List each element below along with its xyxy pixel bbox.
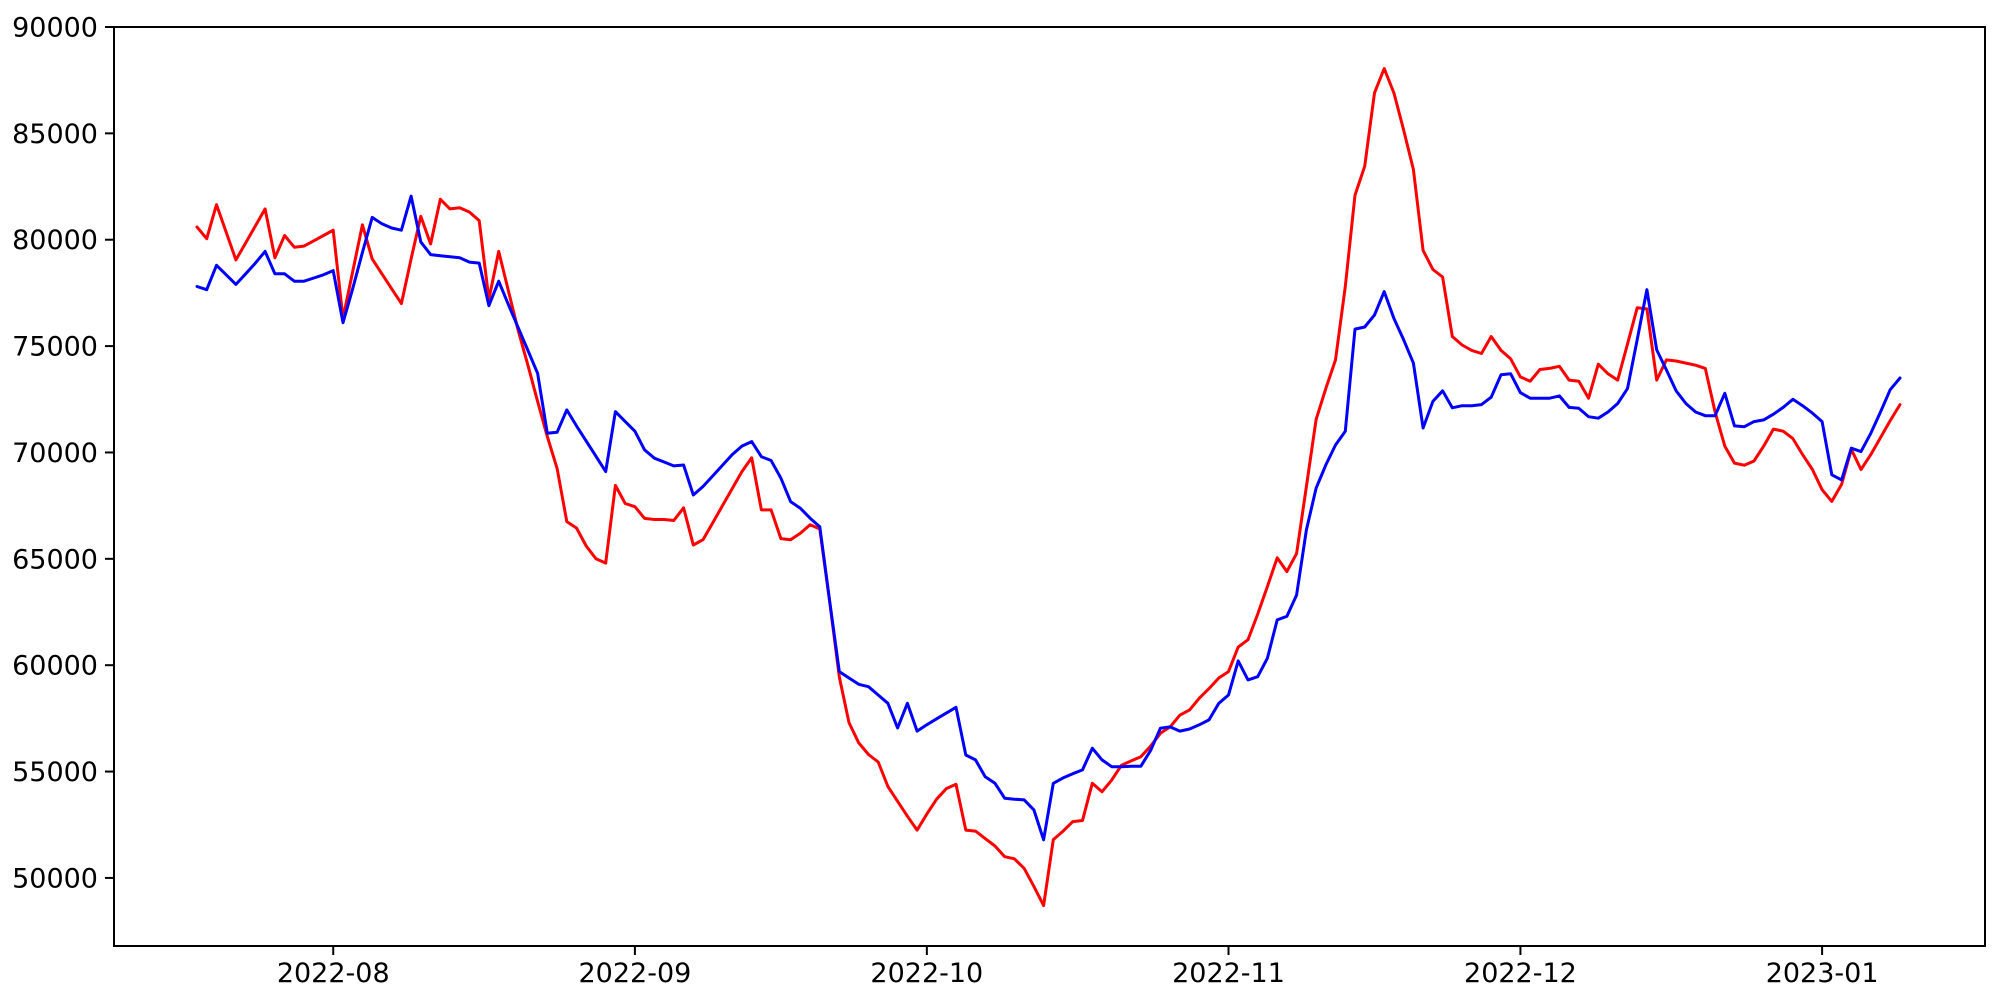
y-tick-label: 65000 <box>12 544 98 575</box>
y-tick-label: 50000 <box>12 863 98 894</box>
y-tick-label: 90000 <box>12 13 98 44</box>
y-tick-label: 55000 <box>12 757 98 788</box>
x-tick-label: 2022-11 <box>1172 958 1285 989</box>
y-tick-label: 85000 <box>12 119 98 150</box>
y-tick-label: 60000 <box>12 651 98 682</box>
y-tick-label: 70000 <box>12 438 98 469</box>
y-tick-label: 80000 <box>12 225 98 256</box>
x-tick-label: 2022-10 <box>870 958 983 989</box>
blue-series-line <box>195 194 1902 842</box>
x-tick-label: 2022-12 <box>1464 958 1577 989</box>
x-tick-label: 2023-01 <box>1766 958 1879 989</box>
x-tick-label: 2022-08 <box>277 958 390 989</box>
red-series-line <box>195 67 1902 908</box>
axes-border <box>113 26 1986 947</box>
x-tick-label: 2022-09 <box>578 958 691 989</box>
y-tick-label: 75000 <box>12 332 98 363</box>
